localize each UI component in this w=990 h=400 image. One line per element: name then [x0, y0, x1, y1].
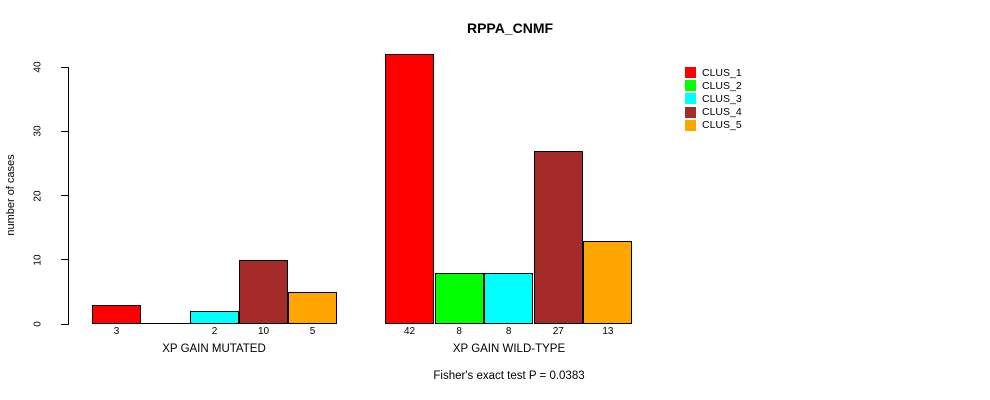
bar-count-label-wild-type-clus_4: 27	[552, 326, 564, 337]
bar-clus_1-mutated	[92, 305, 141, 324]
y-tick-label-20: 20	[32, 190, 44, 202]
bar-count-label-mutated-clus_3: 2	[211, 326, 218, 337]
legend-label-clus_5: CLUS_5	[702, 119, 742, 132]
y-axis-line	[68, 67, 69, 325]
y-tick-label-10: 10	[32, 254, 44, 266]
bar-count-label-mutated-clus_4: 10	[257, 326, 270, 337]
bar-count-label-wild-type-clus_3: 8	[505, 326, 512, 337]
y-tick-label-0: 0	[32, 321, 44, 327]
bar-clus_5-wild-type	[583, 241, 633, 324]
y-tick-label-40: 40	[32, 61, 44, 73]
legend-label-clus_2: CLUS_2	[702, 79, 742, 92]
legend: CLUS_1 CLUS_2 CLUS_3 CLUS_4 CLUS_5	[685, 66, 742, 132]
legend-swatch-clus_1	[685, 67, 696, 79]
y-tick-30	[61, 130, 68, 132]
bar-clus_3-mutated	[190, 311, 239, 324]
bar-clus_2-wild-type	[434, 273, 484, 324]
y-tick-40	[61, 66, 68, 68]
bar-clus_4-mutated	[239, 260, 288, 324]
y-tick-10	[61, 259, 68, 261]
y-tick-20	[61, 195, 68, 197]
bar-clus_3-wild-type	[484, 273, 534, 324]
legend-item-clus_4: CLUS_4	[685, 106, 742, 119]
bar-count-label-wild-type-clus_2: 8	[456, 326, 462, 337]
legend-item-clus_5: CLUS_5	[685, 119, 742, 132]
legend-label-clus_3: CLUS_3	[702, 92, 742, 105]
y-tick-label-30: 30	[32, 125, 44, 137]
x-group-label-mutated: XP GAIN MUTATED	[162, 343, 266, 355]
legend-swatch-clus_4	[685, 106, 696, 118]
chart-title: RPPA_CNMF	[466, 20, 554, 36]
legend-swatch-clus_2	[685, 80, 696, 92]
bar-clus_1-wild-type	[385, 54, 434, 324]
bar-clus_4-wild-type	[533, 151, 583, 324]
bar-count-label-wild-type-clus_5: 13	[602, 326, 614, 337]
legend-swatch-clus_5	[685, 119, 696, 131]
fisher-test-annotation: Fisher's exact test P = 0.0383	[433, 370, 585, 382]
legend-label-clus_1: CLUS_1	[702, 66, 742, 79]
legend-swatch-clus_3	[685, 93, 696, 105]
y-tick-0	[61, 323, 68, 325]
y-axis-title: number of cases	[5, 154, 17, 236]
bar-count-label-wild-type-clus_1: 42	[403, 326, 416, 337]
legend-item-clus_3: CLUS_3	[685, 92, 742, 105]
bar-count-label-mutated-clus_5: 5	[309, 326, 316, 337]
legend-label-clus_4: CLUS_4	[702, 106, 742, 119]
bar-clus_2-mutated	[141, 323, 190, 324]
bar-count-label-mutated-clus_1: 3	[113, 326, 120, 337]
legend-item-clus_2: CLUS_2	[685, 79, 742, 92]
legend-item-clus_1: CLUS_1	[685, 66, 742, 79]
bar-clus_5-mutated	[288, 292, 337, 324]
x-group-label-wild-type: XP GAIN WILD-TYPE	[452, 343, 566, 355]
